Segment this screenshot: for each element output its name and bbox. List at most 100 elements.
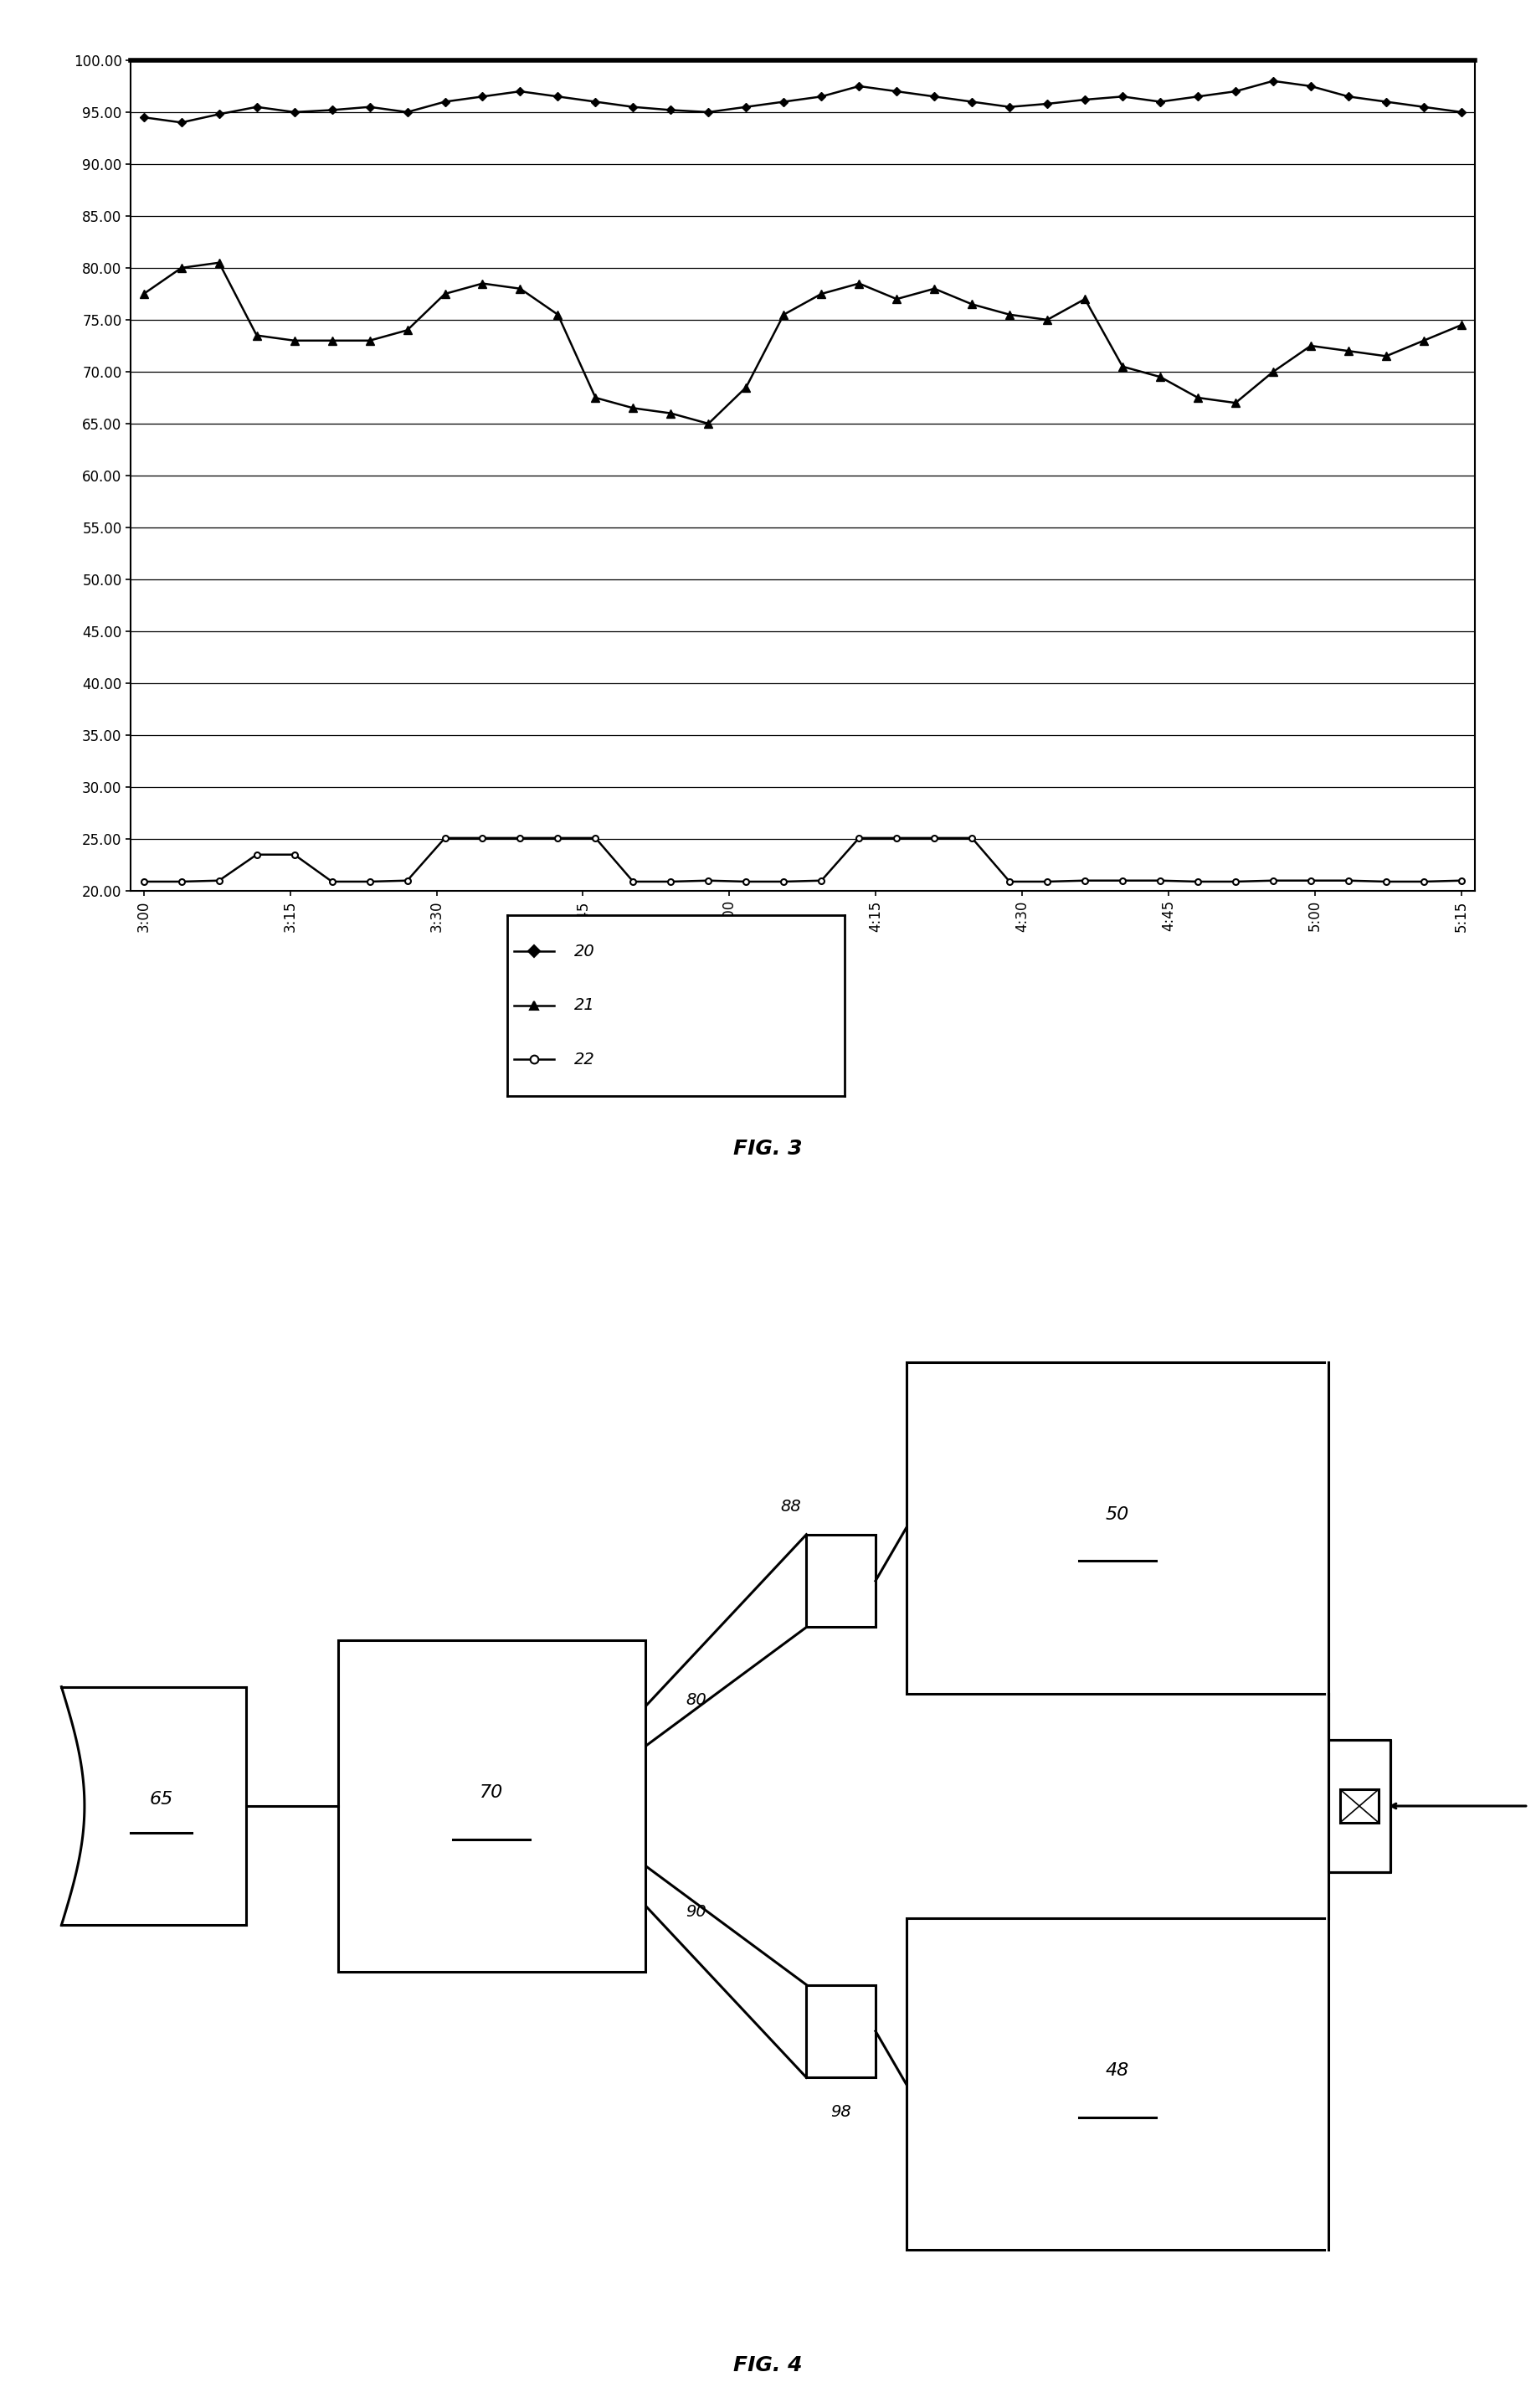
21: [1189, 383, 1207, 412]
21: [662, 400, 680, 429]
21: [436, 279, 455, 308]
22: [699, 99, 717, 128]
21: [587, 383, 605, 412]
20: [361, 867, 379, 896]
FancyBboxPatch shape: [806, 1984, 876, 2078]
21: [925, 275, 943, 303]
21: [1376, 342, 1395, 371]
20: [548, 824, 567, 852]
Text: 90: 90: [685, 1905, 707, 1919]
22: [1038, 89, 1057, 118]
22: [1339, 82, 1358, 111]
20: [473, 824, 492, 852]
21: [1000, 301, 1018, 330]
22: [172, 108, 190, 137]
20: [511, 824, 530, 852]
Line: 21: 21: [140, 258, 1465, 429]
20: [210, 867, 229, 896]
22: [963, 87, 982, 116]
20: [436, 824, 455, 852]
21: [1264, 356, 1283, 385]
22: [813, 82, 831, 111]
20: [1415, 867, 1433, 896]
20: [662, 867, 680, 896]
22: [323, 96, 341, 125]
Text: 20: 20: [574, 944, 594, 958]
20: [1376, 867, 1395, 896]
21: [361, 325, 379, 354]
22: [925, 82, 943, 111]
20: [1150, 867, 1169, 896]
FancyBboxPatch shape: [906, 1919, 1329, 2249]
21: [1415, 325, 1433, 354]
21: [1150, 364, 1169, 393]
21: [1452, 311, 1470, 340]
22: [1301, 72, 1319, 101]
21: [286, 325, 304, 354]
21: [473, 270, 492, 299]
20: [247, 840, 266, 869]
20: [1339, 867, 1358, 896]
20: [849, 824, 868, 852]
20: [1114, 867, 1132, 896]
22: [849, 72, 868, 101]
20: [925, 824, 943, 852]
21: [1114, 352, 1132, 380]
21: [398, 315, 416, 344]
Text: 88: 88: [780, 1498, 802, 1515]
22: [587, 87, 605, 116]
21: [548, 301, 567, 330]
20: [135, 867, 154, 896]
Text: 70: 70: [479, 1784, 504, 1801]
22: [624, 92, 642, 120]
22: [511, 77, 530, 106]
22: [361, 92, 379, 120]
Text: 21: 21: [574, 997, 594, 1014]
22: [1189, 82, 1207, 111]
20: [699, 867, 717, 896]
21: [247, 320, 266, 349]
22: [1000, 92, 1018, 120]
22: [1376, 87, 1395, 116]
20: [1452, 867, 1470, 896]
20: [323, 867, 341, 896]
20: [398, 867, 416, 896]
22: [888, 77, 906, 106]
FancyBboxPatch shape: [906, 1363, 1329, 1693]
20: [286, 840, 304, 869]
FancyBboxPatch shape: [806, 1534, 876, 1628]
20: [737, 867, 756, 896]
21: [1301, 332, 1319, 361]
22: [210, 99, 229, 128]
21: [210, 248, 229, 277]
21: [1075, 284, 1094, 313]
22: [1226, 77, 1244, 106]
Text: 48: 48: [1106, 2064, 1129, 2078]
20: [1038, 867, 1057, 896]
21: [774, 301, 793, 330]
21: [172, 253, 190, 282]
20: [963, 824, 982, 852]
20: [624, 867, 642, 896]
21: [737, 373, 756, 402]
22: [1452, 99, 1470, 128]
Text: 65: 65: [149, 1792, 174, 1808]
21: [699, 409, 717, 438]
20: [1264, 867, 1283, 896]
22: [774, 87, 793, 116]
22: [473, 82, 492, 111]
21: [1038, 306, 1057, 335]
22: [1150, 87, 1169, 116]
22: [1114, 82, 1132, 111]
22: [436, 87, 455, 116]
21: [813, 279, 831, 308]
20: [172, 867, 190, 896]
20: [587, 824, 605, 852]
FancyBboxPatch shape: [1339, 1789, 1379, 1823]
20: [774, 867, 793, 896]
FancyBboxPatch shape: [338, 1640, 645, 1972]
20: [1000, 867, 1018, 896]
Text: 80: 80: [685, 1693, 707, 1707]
Line: 20: 20: [141, 836, 1464, 884]
20: [813, 867, 831, 896]
